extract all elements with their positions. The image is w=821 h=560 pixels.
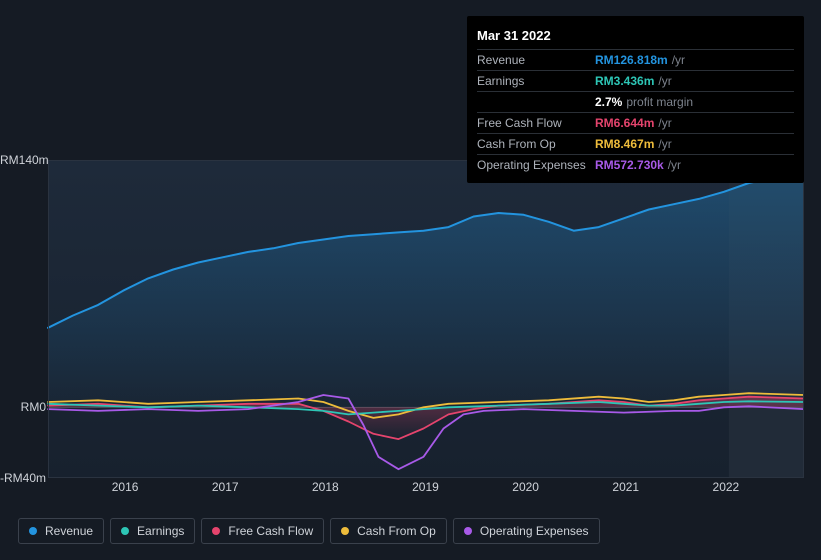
tooltip-row: Operating ExpensesRM572.730k/yr [477, 154, 794, 175]
legend-item-label: Earnings [137, 524, 184, 538]
x-axis-labels: 2016 2017 2018 2019 2020 2021 2022 [18, 480, 806, 500]
legend-item-opex[interactable]: Operating Expenses [453, 518, 600, 544]
tooltip-row-value: RM6.644m [595, 116, 654, 130]
tooltip-row-suffix: /yr [658, 74, 671, 88]
tooltip-row: 2.7% profit margin [477, 91, 794, 112]
legend-item-label: Free Cash Flow [228, 524, 313, 538]
tooltip-row-suffix: /yr [658, 137, 671, 151]
x-axis-label: 2020 [512, 480, 539, 494]
y-axis-label: -RM40m [0, 471, 46, 485]
tooltip-row-suffix: profit margin [626, 95, 693, 109]
legend-item-label: Cash From Op [357, 524, 436, 538]
legend-dot-icon [121, 527, 129, 535]
tooltip-row-suffix: /yr [658, 116, 671, 130]
legend-dot-icon [341, 527, 349, 535]
financials-chart[interactable] [16, 160, 804, 478]
x-axis-label: 2017 [212, 480, 239, 494]
legend-item-label: Operating Expenses [480, 524, 589, 538]
x-axis-label: 2019 [412, 480, 439, 494]
tooltip-row-suffix: /yr [668, 158, 681, 172]
legend-dot-icon [212, 527, 220, 535]
tooltip-row-label: Revenue [477, 53, 595, 67]
tooltip-date: Mar 31 2022 [477, 24, 794, 49]
x-axis-label: 2018 [312, 480, 339, 494]
tooltip-row: EarningsRM3.436m/yr [477, 70, 794, 91]
x-axis-label: 2021 [612, 480, 639, 494]
chart-legend: Revenue Earnings Free Cash Flow Cash From O… [18, 518, 600, 544]
tooltip-row-value: RM3.436m [595, 74, 654, 88]
tooltip-row-value: RM126.818m [595, 53, 668, 67]
tooltip-row: Free Cash FlowRM6.644m/yr [477, 112, 794, 133]
y-axis-label: RM140m [0, 153, 46, 167]
tooltip-row: RevenueRM126.818m/yr [477, 49, 794, 70]
tooltip-row-value: 2.7% [595, 95, 622, 109]
tooltip-row-value: RM8.467m [595, 137, 654, 151]
tooltip-row-label [477, 95, 595, 109]
tooltip-row-label: Earnings [477, 74, 595, 88]
legend-item-revenue[interactable]: Revenue [18, 518, 104, 544]
tooltip-row-suffix: /yr [672, 53, 685, 67]
x-axis-label: 2016 [112, 480, 139, 494]
tooltip-row-label: Cash From Op [477, 137, 595, 151]
legend-item-label: Revenue [45, 524, 93, 538]
legend-item-free_cash_flow[interactable]: Free Cash Flow [201, 518, 324, 544]
tooltip-row: Cash From OpRM8.467m/yr [477, 133, 794, 154]
y-axis-label: RM0 [0, 400, 46, 414]
tooltip-row-label: Operating Expenses [477, 158, 595, 172]
legend-item-cash_from_op[interactable]: Cash From Op [330, 518, 447, 544]
legend-dot-icon [464, 527, 472, 535]
tooltip-row-label: Free Cash Flow [477, 116, 595, 130]
legend-dot-icon [29, 527, 37, 535]
tooltip-row-value: RM572.730k [595, 158, 664, 172]
legend-item-earnings[interactable]: Earnings [110, 518, 195, 544]
chart-tooltip: Mar 31 2022 RevenueRM126.818m/yrEarnings… [467, 16, 804, 183]
x-axis-label: 2022 [713, 480, 740, 494]
